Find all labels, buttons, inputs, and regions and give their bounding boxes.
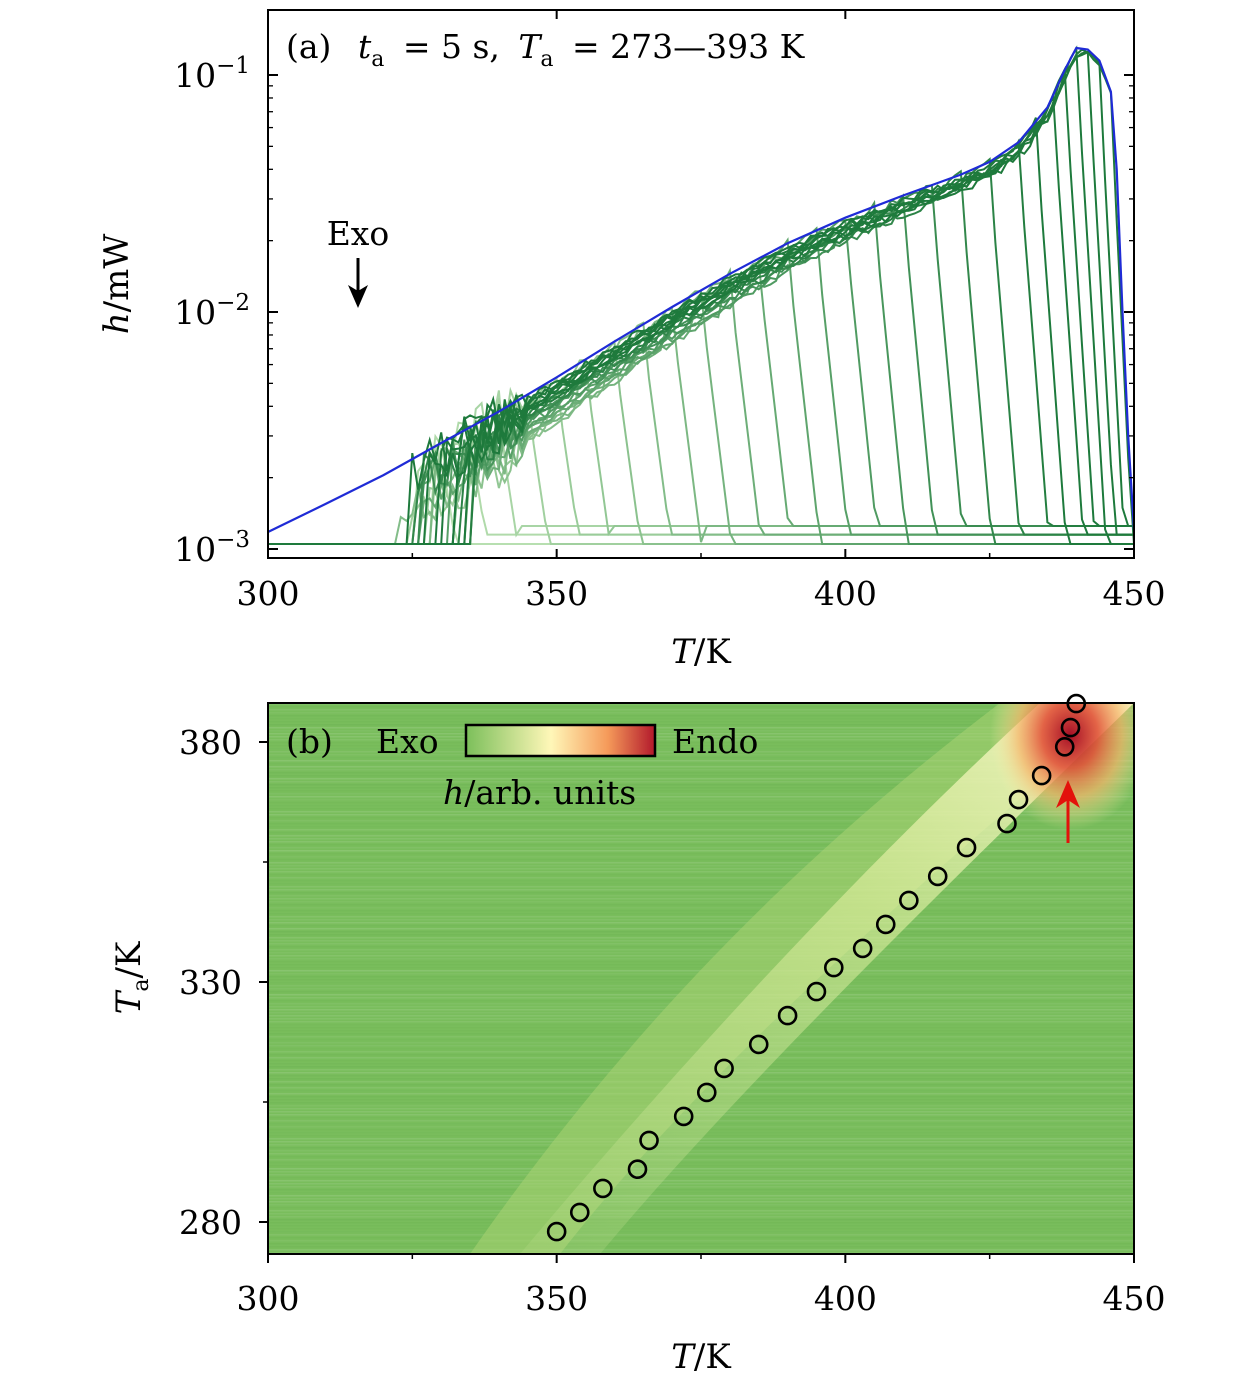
ramp-curve <box>268 377 1134 545</box>
heatmap-ridge <box>520 703 1134 1254</box>
x-tick-label-a: 400 <box>814 574 877 613</box>
ramp-curve <box>268 219 1134 545</box>
peak-marker <box>777 1005 798 1026</box>
peak-marker <box>627 1159 648 1179</box>
colorbar-left-label: Exo <box>376 722 439 761</box>
ramp-curve <box>268 290 1134 545</box>
ramp-curve <box>268 50 1134 545</box>
y-axis-label-a: h/mW <box>97 234 137 335</box>
peak-marker <box>593 1178 613 1199</box>
y-tick-label-a: 10−3 <box>174 527 250 569</box>
peak-marker <box>997 813 1017 834</box>
ramp-curve <box>268 226 1134 545</box>
panel-a-annotation: (a) ta = 5 s, Ta = 273—393 K <box>286 27 806 74</box>
ramp-curve <box>268 358 1134 545</box>
x-tick-label-b: 300 <box>237 1279 300 1318</box>
ramp-curve <box>268 48 1134 545</box>
y-tick-label-b: 330 <box>179 963 242 1002</box>
colorbar-gradient <box>464 723 657 758</box>
ramp-curve <box>268 199 1134 545</box>
axes-a: 300 350 400 450 10−1 10−2 10−3 <box>174 10 1166 613</box>
peak-marker <box>1008 789 1029 810</box>
ramp-curve <box>268 50 1134 545</box>
ramp-curve <box>268 193 1134 545</box>
y-axis-label-b: Ta/K <box>109 941 154 1014</box>
peak-marker <box>696 1082 717 1103</box>
peak-marker <box>748 1034 769 1055</box>
y-tick-label-a: 10−2 <box>174 290 250 332</box>
x-tick-label-a: 300 <box>237 574 300 613</box>
peak-marker <box>1054 736 1075 757</box>
peak-marker <box>927 866 948 887</box>
x-tick-label-b: 350 <box>525 1279 588 1318</box>
peak-marker <box>852 938 873 959</box>
exo-arrow <box>348 258 368 308</box>
y-tick-label-a: 10−1 <box>174 53 250 95</box>
colorbar-right-label: Endo <box>672 722 758 761</box>
red-arrow <box>1056 780 1080 843</box>
x-tick-label-a: 350 <box>525 574 588 613</box>
x-tick-label-b: 400 <box>814 1279 877 1318</box>
ramp-curve <box>268 339 1134 545</box>
peak-marker <box>1031 765 1052 786</box>
peak-marker <box>823 957 844 978</box>
ramp-curve <box>268 237 1134 545</box>
peak-markers <box>546 693 1087 1242</box>
peak-marker <box>899 890 919 911</box>
peak-marker <box>546 1221 567 1242</box>
heatmap <box>268 703 1134 1254</box>
x-tick-label-b: 450 <box>1103 1279 1166 1318</box>
peak-marker <box>639 1130 659 1151</box>
peak-marker <box>569 1202 590 1223</box>
peak-marker <box>806 981 827 1002</box>
plot-frame-a <box>267 9 1135 559</box>
y-tick-label-b: 380 <box>179 723 242 762</box>
axes-b: 300 350 400 450 280 330 380 <box>179 723 1166 1318</box>
exo-label: Exo <box>327 214 390 253</box>
panel-a: 300 350 400 450 10−1 10−2 10−3 (a) ta = 5 s, T… <box>97 9 1166 672</box>
peak-marker <box>875 914 896 935</box>
panel-b-annotation: (b) <box>286 722 333 761</box>
peak-marker <box>956 837 977 858</box>
peak-marker <box>673 1106 694 1127</box>
peak-marker <box>1060 717 1081 738</box>
y-tick-label-b: 280 <box>179 1203 242 1242</box>
colorbar: Exo Endo h/arb. units <box>376 722 758 812</box>
x-axis-label-b: T/K <box>671 1337 731 1377</box>
curves-group <box>268 45 1134 545</box>
x-tick-label-a: 450 <box>1103 574 1166 613</box>
peak-marker <box>714 1058 734 1079</box>
colorbar-title: h/arb. units <box>443 773 636 812</box>
x-axis-label-a: T/K <box>671 632 731 672</box>
envelope-curve <box>268 46 1134 533</box>
ramp-curve <box>268 184 1134 545</box>
ramp-curve <box>268 157 1134 545</box>
ramp-curve <box>268 267 1134 545</box>
panel-b: 300 350 400 450 280 330 380 (b) Exo Endo h/arb… <box>109 693 1166 1377</box>
ramp-curve <box>268 117 1134 545</box>
